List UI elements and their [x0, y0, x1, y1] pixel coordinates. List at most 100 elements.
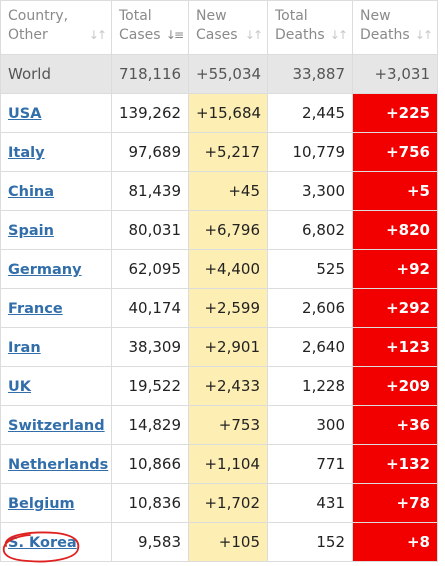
total-deaths-cell: 2,640	[267, 327, 353, 367]
new-cases-cell: +753	[188, 405, 268, 445]
new-cases-cell: +45	[188, 171, 268, 211]
total-deaths-cell: 2,445	[267, 93, 353, 133]
header-total-deaths-line1: Total	[275, 8, 308, 24]
total-cases-cell: 40,174	[111, 288, 189, 328]
total-cases-cell: 62,095	[111, 249, 189, 289]
new-deaths-cell: +36	[352, 405, 438, 445]
total-cases-cell: 97,689	[111, 132, 189, 172]
country-link-italy[interactable]: Italy	[8, 145, 45, 161]
new-cases-cell: +1,702	[188, 483, 268, 523]
country-link-switzerland[interactable]: Switzerland	[8, 418, 105, 434]
world-new-cases: +55,034	[188, 54, 268, 94]
sort-icon[interactable]: ↓↑	[244, 28, 263, 42]
table-row: China 81,439 +45 3,300 +5	[0, 171, 438, 211]
country-link-belgium[interactable]: Belgium	[8, 496, 75, 512]
total-cases-cell: 9,583	[111, 522, 189, 562]
table-row: Netherlands 10,866 +1,104 771 +132	[0, 444, 438, 484]
new-deaths-cell: +8	[352, 522, 438, 562]
header-country-line2: Other	[8, 27, 48, 43]
new-deaths-cell: +92	[352, 249, 438, 289]
new-deaths-cell: +123	[352, 327, 438, 367]
new-cases-cell: +2,599	[188, 288, 268, 328]
header-total-deaths-line2: Deaths	[275, 27, 325, 43]
total-deaths-cell: 152	[267, 522, 353, 562]
total-cases-cell: 80,031	[111, 210, 189, 250]
header-total-deaths[interactable]: Total Deaths ↓↑	[267, 0, 353, 55]
new-deaths-cell: +820	[352, 210, 438, 250]
sort-icon[interactable]: ↓↑	[88, 28, 107, 42]
table-row: UK 19,522 +2,433 1,228 +209	[0, 366, 438, 406]
world-new-deaths: +3,031	[352, 54, 438, 94]
header-total-cases[interactable]: Total Cases ↓≡	[111, 0, 189, 55]
country-link-china[interactable]: China	[8, 184, 55, 200]
table-row: USA 139,262 +15,684 2,445 +225	[0, 93, 438, 133]
header-new-cases[interactable]: New Cases ↓↑	[188, 0, 268, 55]
new-cases-cell: +4,400	[188, 249, 268, 289]
table-row: Switzerland 14,829 +753 300 +36	[0, 405, 438, 445]
new-cases-cell: +105	[188, 522, 268, 562]
total-deaths-cell: 300	[267, 405, 353, 445]
world-label: World	[0, 54, 112, 94]
country-cell: Belgium	[0, 483, 112, 523]
country-cell: Italy	[0, 132, 112, 172]
country-cell: Iran	[0, 327, 112, 367]
total-deaths-cell: 2,606	[267, 288, 353, 328]
country-link-spain[interactable]: Spain	[8, 223, 54, 239]
country-link-germany[interactable]: Germany	[8, 262, 82, 278]
total-deaths-cell: 431	[267, 483, 353, 523]
new-deaths-cell: +5	[352, 171, 438, 211]
table-row: Belgium 10,836 +1,702 431 +78	[0, 483, 438, 523]
total-cases-cell: 19,522	[111, 366, 189, 406]
total-deaths-cell: 3,300	[267, 171, 353, 211]
country-link-usa[interactable]: USA	[8, 106, 42, 122]
new-cases-cell: +1,104	[188, 444, 268, 484]
country-link-uk[interactable]: UK	[8, 379, 32, 395]
table-row: Spain 80,031 +6,796 6,802 +820	[0, 210, 438, 250]
country-link-s-korea[interactable]: S. Korea	[8, 535, 77, 551]
header-new-deaths-line2: Deaths	[360, 27, 410, 43]
header-total-cases-line2: Cases	[119, 27, 161, 43]
total-deaths-cell: 525	[267, 249, 353, 289]
new-cases-cell: +15,684	[188, 93, 268, 133]
new-deaths-cell: +132	[352, 444, 438, 484]
header-country[interactable]: Country, Other ↓↑	[0, 0, 112, 55]
country-link-france[interactable]: France	[8, 301, 63, 317]
table-row: S. Korea 9,583 +105 152 +8	[0, 522, 438, 562]
header-new-deaths-line1: New	[360, 8, 391, 24]
new-deaths-cell: +78	[352, 483, 438, 523]
header-new-cases-line1: New	[196, 8, 227, 24]
new-deaths-cell: +225	[352, 93, 438, 133]
header-total-cases-line1: Total	[119, 8, 152, 24]
total-cases-cell: 10,836	[111, 483, 189, 523]
country-cell: Germany	[0, 249, 112, 289]
new-deaths-cell: +756	[352, 132, 438, 172]
table-row: France 40,174 +2,599 2,606 +292	[0, 288, 438, 328]
new-cases-cell: +5,217	[188, 132, 268, 172]
world-total-row: World 718,116 +55,034 33,887 +3,031	[0, 54, 438, 94]
sort-icon[interactable]: ↓↑	[329, 28, 348, 42]
country-link-netherlands[interactable]: Netherlands	[8, 457, 109, 473]
total-deaths-cell: 10,779	[267, 132, 353, 172]
new-cases-cell: +6,796	[188, 210, 268, 250]
country-cell: France	[0, 288, 112, 328]
table-row: Italy 97,689 +5,217 10,779 +756	[0, 132, 438, 172]
country-cell: China	[0, 171, 112, 211]
coronavirus-stats-table: Country, Other ↓↑ Total Cases ↓≡ New Cas…	[0, 0, 438, 562]
total-cases-cell: 139,262	[111, 93, 189, 133]
world-total-deaths: 33,887	[267, 54, 353, 94]
sort-descending-icon[interactable]: ↓≡	[165, 28, 184, 42]
sort-icon[interactable]: ↓↑	[414, 28, 433, 42]
new-deaths-cell: +292	[352, 288, 438, 328]
header-row: Country, Other ↓↑ Total Cases ↓≡ New Cas…	[0, 0, 438, 55]
total-cases-cell: 14,829	[111, 405, 189, 445]
total-deaths-cell: 6,802	[267, 210, 353, 250]
country-cell: Netherlands	[0, 444, 112, 484]
new-cases-cell: +2,901	[188, 327, 268, 367]
country-link-iran[interactable]: Iran	[8, 340, 41, 356]
total-cases-cell: 81,439	[111, 171, 189, 211]
header-new-cases-line2: Cases	[196, 27, 238, 43]
new-deaths-cell: +209	[352, 366, 438, 406]
country-cell: USA	[0, 93, 112, 133]
header-new-deaths[interactable]: New Deaths ↓↑	[352, 0, 438, 55]
table-row: Iran 38,309 +2,901 2,640 +123	[0, 327, 438, 367]
